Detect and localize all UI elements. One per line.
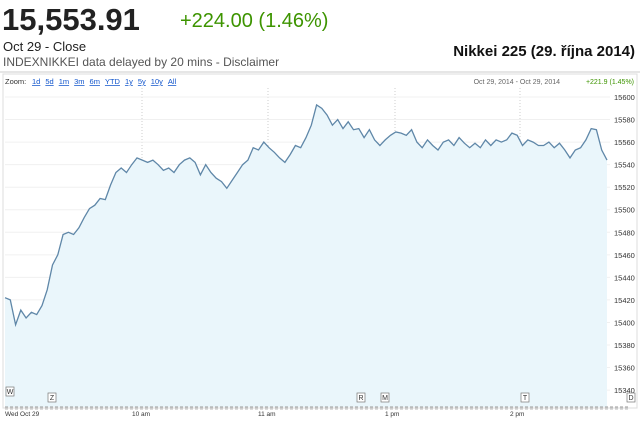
x-tick-label: 11 am — [258, 411, 276, 418]
event-flag-label: W — [7, 389, 14, 396]
event-flag[interactable] — [520, 392, 530, 403]
event-flag[interactable] — [356, 392, 366, 403]
event-flag-label: T — [523, 395, 528, 402]
y-tick-label: 15460 — [614, 251, 635, 260]
event-flag[interactable] — [626, 392, 636, 403]
change: +224.00 (1.46%) — [180, 10, 328, 32]
zoom-option[interactable]: 10y — [151, 77, 163, 86]
line — [4, 103, 608, 328]
event-flag[interactable] — [380, 392, 390, 403]
x-tick-label: 2 pm — [510, 411, 524, 418]
zoom-option[interactable]: 1m — [59, 77, 69, 86]
event-flag[interactable] — [47, 392, 57, 403]
event-flag-label: Z — [50, 395, 55, 402]
x-tick-label: 10 am — [132, 411, 150, 418]
x-tick-label: 1 pm — [385, 411, 399, 418]
zoom-option[interactable]: YTD — [105, 77, 121, 86]
y-tick-label: 15340 — [614, 386, 635, 395]
y-tick-label: 15560 — [614, 138, 635, 147]
chart-frame — [2, 73, 638, 409]
zoom-option[interactable]: 1d — [32, 77, 40, 86]
zoom-label: Zoom: — [5, 77, 26, 86]
y-tick-label: 15380 — [614, 341, 635, 350]
range-change: +221.9 (1.45%) — [586, 79, 634, 86]
area — [5, 104, 607, 408]
zoom-option[interactable]: All — [168, 77, 177, 86]
zoom-option[interactable]: 5d — [45, 77, 53, 86]
y-tick-label: 15400 — [614, 318, 635, 327]
y-tick-label: 15540 — [614, 161, 635, 170]
y-tick-label: 15520 — [614, 183, 635, 192]
delay-line: INDEXNIKKEI data delayed by 20 mins - Di… — [3, 55, 279, 69]
date-line: Oct 29 - Close — [3, 39, 86, 54]
event-flag-label: D — [628, 395, 633, 402]
y-tick-label: 15420 — [614, 296, 635, 305]
event-flag-label: M — [382, 395, 388, 402]
x-tick-label: Wed Oct 29 — [5, 411, 40, 418]
y-tick-label: 15600 — [614, 93, 635, 102]
zoom-option[interactable]: 1y — [125, 77, 133, 86]
zoom-option[interactable]: 3m — [74, 77, 84, 86]
event-flag[interactable] — [5, 386, 15, 397]
y-tick-label: 15500 — [614, 206, 635, 215]
zoom-option[interactable]: 5y — [138, 77, 146, 86]
y-tick-label: 15360 — [614, 364, 635, 373]
y-tick-label: 15480 — [614, 228, 635, 237]
zoom-option[interactable]: 6m — [90, 77, 100, 86]
event-flag-label: R — [358, 395, 363, 402]
price: 15,553.91 — [2, 2, 140, 37]
y-tick-label: 15580 — [614, 116, 635, 125]
range-text: Oct 29, 2014 - Oct 29, 2014 — [474, 79, 560, 86]
chart-title: Nikkei 225 (29. října 2014) — [453, 43, 635, 60]
y-tick-label: 15440 — [614, 273, 635, 282]
